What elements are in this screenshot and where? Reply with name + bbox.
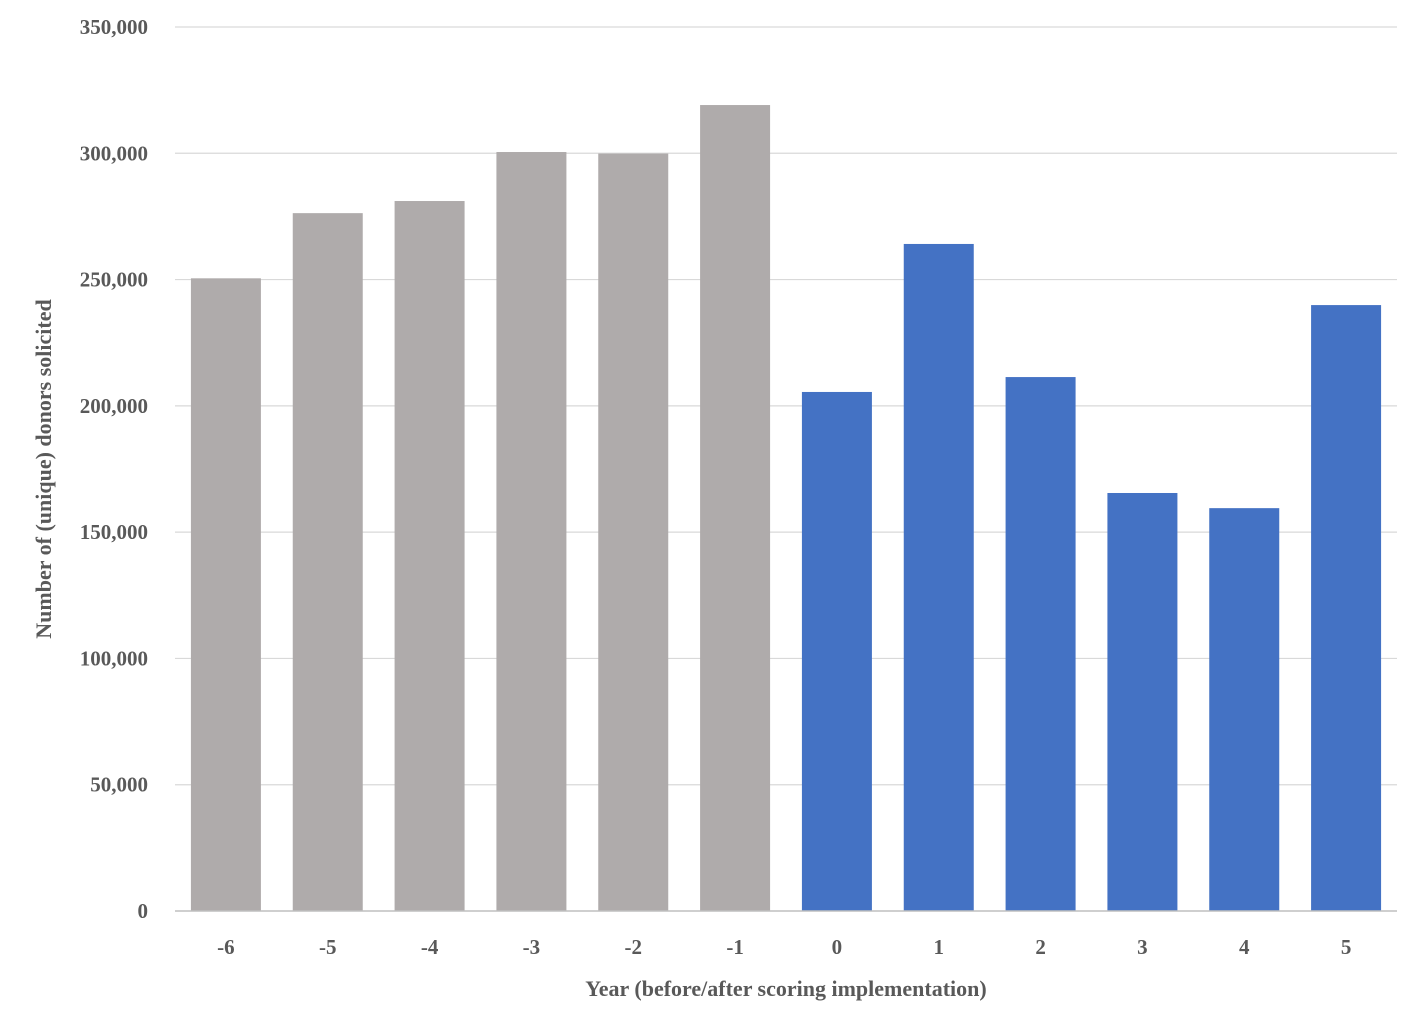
bar--3 bbox=[496, 152, 567, 912]
x-tick-label: -4 bbox=[421, 935, 439, 959]
x-tick-label: -2 bbox=[625, 935, 643, 959]
x-tick-label: 1 bbox=[934, 935, 945, 959]
x-tick-label: 5 bbox=[1341, 935, 1352, 959]
bars bbox=[190, 105, 1382, 912]
gridlines bbox=[175, 26, 1397, 786]
y-tick-label: 50,000 bbox=[90, 773, 148, 797]
x-axis-label: Year (before/after scoring implementatio… bbox=[585, 976, 986, 1001]
x-axis-ticks: -6 -5 -4 -3 -2 -1 0 1 2 3 4 5 bbox=[217, 935, 1351, 959]
bar--2 bbox=[598, 153, 669, 912]
y-axis-label: Number of (unique) donors solicited bbox=[31, 299, 56, 638]
bar-2 bbox=[1005, 377, 1076, 912]
bar--4 bbox=[394, 201, 465, 911]
x-tick-label: -6 bbox=[217, 935, 235, 959]
y-tick-label: 0 bbox=[138, 899, 149, 923]
x-tick-label: -1 bbox=[726, 935, 744, 959]
x-tick-label: -3 bbox=[523, 935, 541, 959]
x-tick-label: 0 bbox=[832, 935, 843, 959]
bar--6 bbox=[190, 278, 261, 911]
y-axis-ticks: 0 50,000 100,000 150,000 200,000 250,000 300,0… bbox=[80, 15, 148, 923]
y-tick-label: 100,000 bbox=[80, 646, 148, 670]
x-tick-label: 2 bbox=[1035, 935, 1046, 959]
bar--5 bbox=[292, 213, 363, 911]
y-tick-label: 350,000 bbox=[80, 15, 148, 39]
y-tick-label: 200,000 bbox=[80, 394, 148, 418]
y-tick-label: 250,000 bbox=[80, 268, 148, 292]
x-tick-label: 3 bbox=[1137, 935, 1148, 959]
bar-5 bbox=[1311, 305, 1382, 911]
y-tick-label: 300,000 bbox=[80, 141, 148, 165]
y-tick-label: 150,000 bbox=[80, 520, 148, 544]
bar--1 bbox=[700, 105, 771, 912]
x-tick-label: 4 bbox=[1239, 935, 1250, 959]
bar-3 bbox=[1107, 492, 1178, 911]
bar-4 bbox=[1209, 508, 1280, 911]
bar-0 bbox=[801, 391, 872, 912]
bar-1 bbox=[903, 243, 974, 911]
x-tick-label: -5 bbox=[319, 935, 337, 959]
